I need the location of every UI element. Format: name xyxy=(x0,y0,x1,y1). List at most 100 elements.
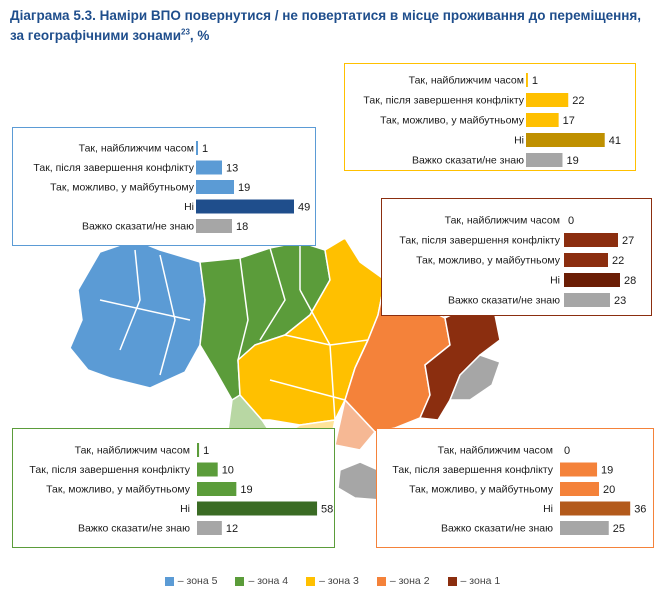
value-label: 1 xyxy=(202,143,208,155)
chart-title: Діаграма 5.3. Наміри ВПО повернутися / н… xyxy=(10,6,660,46)
zone-legend: – зона 5 – зона 4 – зона 3 – зона 2 – зо… xyxy=(0,574,665,588)
value-label: 19 xyxy=(601,465,613,477)
value-label: 12 xyxy=(226,523,238,535)
title-footnote: 23 xyxy=(181,27,190,37)
category-label: Ні xyxy=(543,503,553,515)
legend-swatch xyxy=(235,576,245,586)
legend-item-zone-2: – зона 2 xyxy=(376,574,430,588)
legend-label: – зона 4 xyxy=(248,575,289,587)
map-zone-2-light-south xyxy=(334,399,376,451)
category-label: Важко сказати/не знаю xyxy=(78,523,190,535)
title-line-2-text: за географічними зонами xyxy=(10,28,182,43)
category-label: Важко сказати/не знаю xyxy=(441,523,553,535)
category-label: Важко сказати/не знаю xyxy=(82,221,194,233)
map-zone-4-divider xyxy=(237,242,301,361)
value-label: 1 xyxy=(203,445,209,457)
bar xyxy=(197,482,237,496)
map-zone-5 xyxy=(69,239,206,389)
bar xyxy=(560,482,599,496)
legend-label: – зона 3 xyxy=(319,575,359,587)
zone-3-panel: Так, найближчим часом 1 Так, після заверше… xyxy=(344,63,636,171)
bar xyxy=(526,93,569,107)
bar xyxy=(560,521,609,535)
category-label: Так, після завершення конфлікту xyxy=(392,464,553,476)
map-zone-3-divider xyxy=(269,289,369,421)
value-label: 10 xyxy=(222,465,234,477)
bar xyxy=(197,521,222,535)
map-grey-east xyxy=(449,354,501,401)
bar xyxy=(560,462,598,477)
category-label: Так, можливо, у майбутньому xyxy=(416,255,561,267)
category-label: Так, найближчим часом xyxy=(445,215,560,227)
value-label: 49 xyxy=(298,202,310,214)
bar xyxy=(526,73,528,87)
legend-label: – зона 5 xyxy=(177,575,218,587)
bar xyxy=(526,133,605,147)
value-label: 22 xyxy=(612,255,624,267)
legend-item-zone-1: – зона 1 xyxy=(447,574,501,588)
category-label: Так, після завершення конфлікту xyxy=(29,464,190,476)
map-zone-5-divider xyxy=(99,249,191,376)
value-label: 0 xyxy=(564,445,570,457)
value-label: 19 xyxy=(238,182,250,194)
value-label: 17 xyxy=(563,115,575,127)
zone-4-chart: Так, найближчим часом 1 Так, після заверше… xyxy=(29,443,333,535)
category-label: Так, можливо, у майбутньому xyxy=(409,484,554,496)
category-label: Ні xyxy=(514,135,524,147)
bar xyxy=(197,501,318,516)
value-label: 18 xyxy=(236,221,248,233)
value-label: 22 xyxy=(572,95,584,107)
title-line-2: за географічними зонами23, % xyxy=(10,26,660,46)
value-label: 41 xyxy=(609,135,621,147)
bar xyxy=(560,501,631,516)
bar xyxy=(196,219,232,233)
value-label: 36 xyxy=(634,504,646,516)
bar xyxy=(196,199,294,214)
category-label: Так, найближчим часом xyxy=(75,445,190,457)
value-label: 25 xyxy=(613,523,625,535)
zone-1-chart: Так, найближчим часом 0 Так, після заверше… xyxy=(399,215,636,307)
value-label: 28 xyxy=(624,275,636,287)
bar xyxy=(526,153,563,167)
category-label: Так, можливо, у майбутньому xyxy=(50,182,195,194)
bar xyxy=(196,141,198,155)
legend-item-zone-5: – зона 5 xyxy=(164,574,218,588)
bar xyxy=(564,273,620,287)
category-label: Так, найближчим часом xyxy=(438,445,553,457)
zone-5-chart: Так, найближчим часом 1 Так, після заверше… xyxy=(33,141,310,233)
legend-swatch xyxy=(306,576,316,586)
category-label: Ні xyxy=(180,503,190,515)
value-label: 23 xyxy=(614,295,626,307)
category-label: Важко сказати/не знаю xyxy=(412,155,524,167)
zone-5-panel: Так, найближчим часом 1 Так, після заверше… xyxy=(12,127,316,246)
bar xyxy=(564,293,610,307)
bar xyxy=(196,160,222,175)
bar xyxy=(526,113,559,127)
title-line-1: Діаграма 5.3. Наміри ВПО повернутися / н… xyxy=(10,8,642,23)
bar xyxy=(197,462,218,477)
legend-swatch xyxy=(164,576,174,586)
category-label: Так, найближчим часом xyxy=(79,143,194,155)
value-label: 0 xyxy=(568,215,574,227)
legend-item-zone-3: – зона 3 xyxy=(306,574,359,588)
legend-label: – зона 2 xyxy=(389,575,430,587)
bar xyxy=(196,180,234,194)
value-label: 19 xyxy=(240,484,252,496)
legend-swatch xyxy=(376,576,386,586)
zone-1-panel: Так, найближчим часом 0 Так, після заверше… xyxy=(381,198,652,316)
zone-3-chart: Так, найближчим часом 1 Так, після заверше… xyxy=(363,73,621,167)
zone-2-panel: Так, найближчим часом 0 Так, після заверше… xyxy=(376,428,654,548)
category-label: Важко сказати/не знаю xyxy=(448,295,560,307)
legend-label: – зона 1 xyxy=(460,575,501,587)
zone-4-panel: Так, найближчим часом 1 Так, після заверше… xyxy=(12,428,335,548)
value-label: 19 xyxy=(566,155,578,167)
category-label: Так, можливо, у майбутньому xyxy=(46,484,191,496)
bar xyxy=(564,253,608,267)
zone-2-chart: Так, найближчим часом 0 Так, після заверше… xyxy=(392,445,646,535)
category-label: Ні xyxy=(550,275,560,287)
value-label: 1 xyxy=(532,75,538,87)
value-label: 27 xyxy=(622,235,634,247)
value-label: 20 xyxy=(603,484,615,496)
category-label: Так, після завершення конфлікту xyxy=(399,235,560,247)
legend-swatch xyxy=(447,576,457,586)
